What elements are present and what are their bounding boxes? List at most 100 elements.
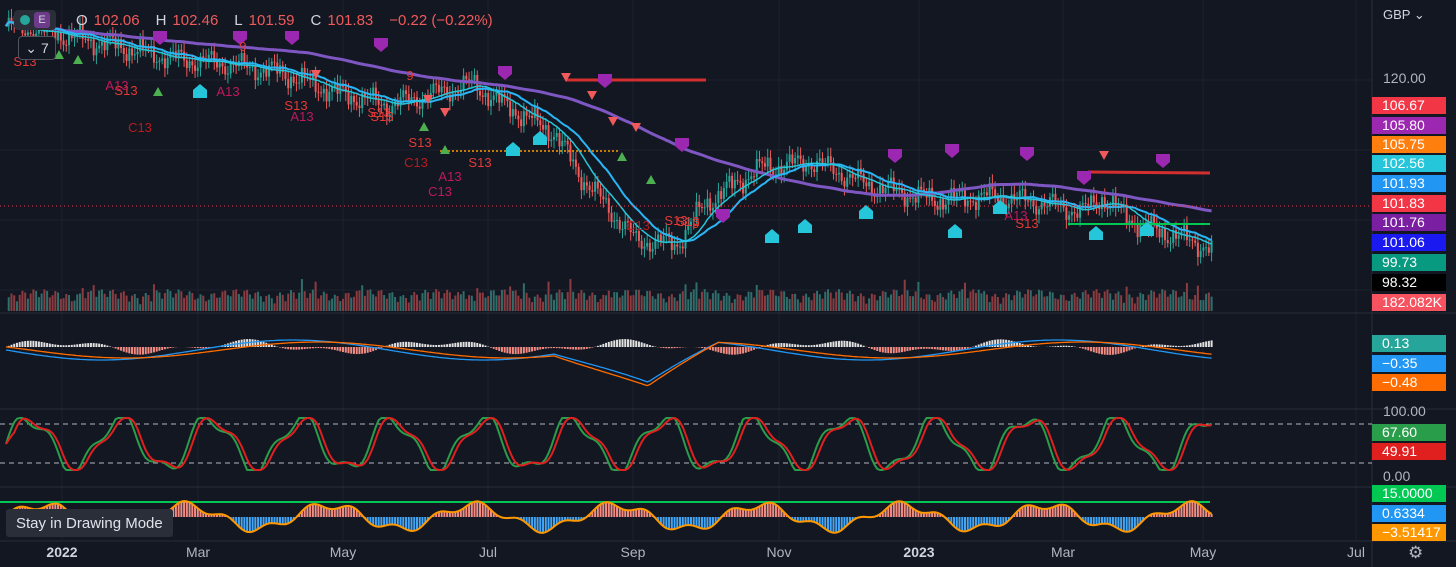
macd-histogram (974, 345, 977, 347)
oscillator-histogram (544, 517, 547, 533)
oscillator-histogram (1103, 517, 1106, 524)
volume-bar (416, 294, 418, 311)
bar-count-label: S13 (114, 83, 137, 98)
macd-histogram (331, 347, 334, 350)
oscillator-histogram (1037, 507, 1040, 517)
macd-histogram (1090, 347, 1093, 352)
macd-histogram (1070, 346, 1073, 347)
candle-body (470, 79, 473, 81)
macd-histogram (1122, 347, 1125, 353)
macd-histogram (1185, 345, 1188, 347)
candle-body (328, 91, 331, 102)
candle-body (24, 33, 27, 36)
volume-bar (692, 289, 695, 311)
volume-bar (331, 298, 334, 311)
price-tag: 98.32 (1372, 274, 1446, 291)
oscillator-histogram (665, 517, 668, 529)
macd-histogram (43, 342, 46, 347)
time-axis-label: Nov (766, 544, 792, 560)
candle-body (1087, 203, 1090, 207)
candle-body (1131, 220, 1134, 224)
symbol-badge[interactable]: E (14, 10, 56, 30)
macd-histogram (925, 347, 928, 349)
gear-icon[interactable]: ⚙ (1408, 543, 1424, 562)
macd-tag: −0.48 (1372, 374, 1446, 391)
macd-histogram (169, 347, 172, 349)
macd-histogram (903, 347, 906, 352)
oscillator-histogram (268, 517, 271, 524)
candle-body (1196, 242, 1199, 258)
candle-body (109, 35, 112, 37)
volume-bar (399, 296, 402, 311)
candle-body (59, 32, 62, 41)
candle-body (1018, 190, 1021, 198)
volume-bar (1142, 294, 1145, 311)
volume-bar (574, 298, 577, 311)
candle-body (1188, 239, 1191, 241)
macd-histogram (26, 340, 29, 347)
candle-body (692, 218, 695, 222)
indicator-toggle-button[interactable]: ⌄ 7 (18, 36, 56, 60)
volume-bar (514, 290, 517, 311)
cyan-marker (533, 131, 547, 145)
oscillator-histogram (972, 517, 975, 529)
macd-histogram (774, 343, 777, 347)
oscillator-histogram (311, 504, 314, 517)
oscillator-histogram (421, 517, 424, 526)
macd-histogram (489, 347, 492, 348)
stoch-tick-100: 100.00 (1383, 403, 1426, 419)
candle-body (758, 159, 761, 162)
oscillator-histogram (276, 517, 279, 524)
macd-histogram (7, 345, 10, 347)
volume-bar (62, 298, 65, 311)
oscillator-histogram (1183, 503, 1186, 517)
volume-bar (1150, 290, 1153, 311)
ohlc-legend: E O 102.06 H 102.46 L 101.59 C 101.83 −0.22 … (14, 10, 493, 30)
stay-in-drawing-mode-button[interactable]: Stay in Drawing Mode (6, 509, 173, 537)
candle-body (572, 159, 575, 162)
macd-histogram (731, 347, 734, 355)
volume-bar (829, 292, 832, 311)
volume-bar (731, 302, 734, 311)
macd-histogram (780, 343, 783, 347)
macd-histogram (922, 347, 925, 349)
volume-bar (147, 295, 150, 311)
currency-selector[interactable]: GBP ⌄ (1383, 7, 1425, 22)
candle-body (747, 179, 750, 181)
volume-bar (1210, 296, 1213, 311)
volume-bar (374, 296, 377, 311)
macd-histogram (465, 341, 468, 347)
volume-bar (1010, 300, 1013, 311)
oscillator-histogram (1092, 517, 1095, 526)
oscillator-histogram (347, 505, 350, 517)
volume-bar (939, 293, 942, 311)
macd-histogram (298, 347, 301, 350)
volume-bar (531, 302, 534, 311)
candle-body (690, 221, 692, 227)
candle-body (983, 192, 986, 194)
candle-body (1090, 195, 1093, 207)
macd-histogram (142, 347, 144, 355)
volume-bar (317, 298, 320, 311)
candle-body (947, 199, 950, 205)
macd-histogram (646, 344, 649, 347)
volume-bar (122, 291, 125, 311)
macd-histogram (799, 344, 802, 347)
oscillator-histogram (596, 506, 599, 517)
oscillator-histogram (402, 517, 405, 528)
macd-histogram (424, 344, 427, 347)
oscillator-histogram (270, 517, 273, 524)
macd-histogram (851, 341, 854, 347)
stoch-k-tag: 67.60 (1372, 424, 1446, 441)
candle-body (955, 192, 958, 199)
candle-body (131, 48, 134, 56)
macd-histogram (1111, 347, 1114, 355)
oscillator-histogram (352, 507, 355, 517)
volume-bar (714, 290, 717, 311)
volume-bar (106, 296, 109, 311)
oscillator-histogram (884, 509, 887, 517)
macd-histogram (448, 343, 451, 347)
macd-histogram (24, 341, 27, 347)
oscillator-histogram (437, 511, 440, 517)
